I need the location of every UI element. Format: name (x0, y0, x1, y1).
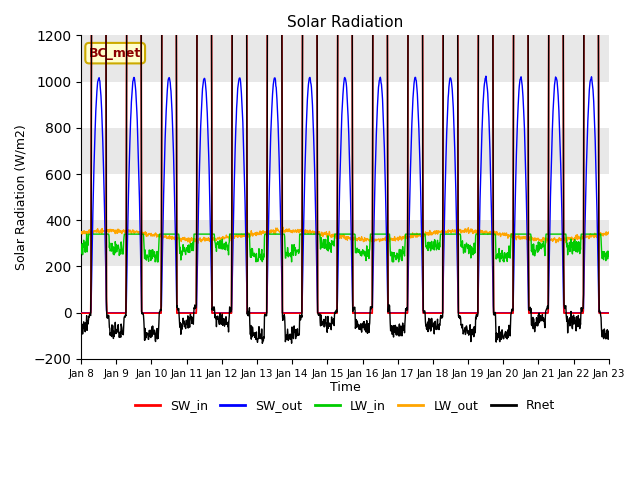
LW_in (255, 257, 262, 263)
Line: SW_in: SW_in (81, 0, 609, 313)
Bar (81, 36, 609, 82)
LW_out (195, 237, 203, 242)
LW_in (83, 231, 90, 237)
Rnet (496, 339, 504, 345)
LW_out (428, 229, 435, 235)
SW_out (182, 310, 189, 315)
LW_in (428, 244, 435, 250)
LW_out (182, 237, 189, 242)
Rnet (605, 336, 612, 342)
LW_in (543, 231, 550, 237)
LW_out (77, 230, 85, 236)
Rnet (427, 328, 435, 334)
SW_in (605, 310, 612, 316)
SW_in (427, 310, 435, 316)
LW_out (279, 224, 287, 230)
LW_out (543, 238, 550, 243)
Line: LW_in: LW_in (81, 234, 609, 262)
SW_in (182, 310, 189, 316)
LW_out (193, 240, 200, 246)
Rnet (77, 330, 85, 336)
LW_in (77, 250, 85, 256)
SW_out (543, 310, 550, 315)
Rnet (543, 305, 550, 311)
SW_out (482, 73, 490, 79)
Bar (81, 128, 609, 174)
Y-axis label: Solar Radiation (W/m2): Solar Radiation (W/m2) (15, 124, 28, 270)
Legend: SW_in, SW_out, LW_in, LW_out, Rnet: SW_in, SW_out, LW_in, LW_out, Rnet (130, 395, 560, 418)
Rnet (253, 339, 261, 345)
LW_in (497, 251, 504, 256)
SW_out (605, 310, 612, 315)
SW_in (253, 310, 261, 316)
Title: Solar Radiation: Solar Radiation (287, 15, 403, 30)
LW_out (497, 232, 504, 238)
X-axis label: Time: Time (330, 382, 360, 395)
Line: Rnet: Rnet (81, 0, 609, 343)
SW_out (77, 310, 85, 315)
LW_in (195, 231, 203, 237)
LW_in (182, 245, 190, 251)
SW_out (427, 310, 435, 315)
SW_out (253, 310, 261, 315)
Rnet (259, 340, 266, 346)
Bar (81, 220, 609, 266)
SW_out (195, 205, 202, 211)
LW_out (254, 232, 262, 238)
LW_in (605, 253, 612, 259)
Text: BC_met: BC_met (89, 47, 141, 60)
LW_out (605, 229, 612, 235)
SW_in (543, 310, 550, 316)
Rnet (182, 325, 189, 331)
LW_in (152, 259, 159, 265)
SW_in (77, 310, 85, 316)
Line: SW_out: SW_out (81, 76, 609, 312)
Line: LW_out: LW_out (81, 227, 609, 243)
SW_in (495, 310, 503, 316)
SW_out (496, 310, 504, 315)
